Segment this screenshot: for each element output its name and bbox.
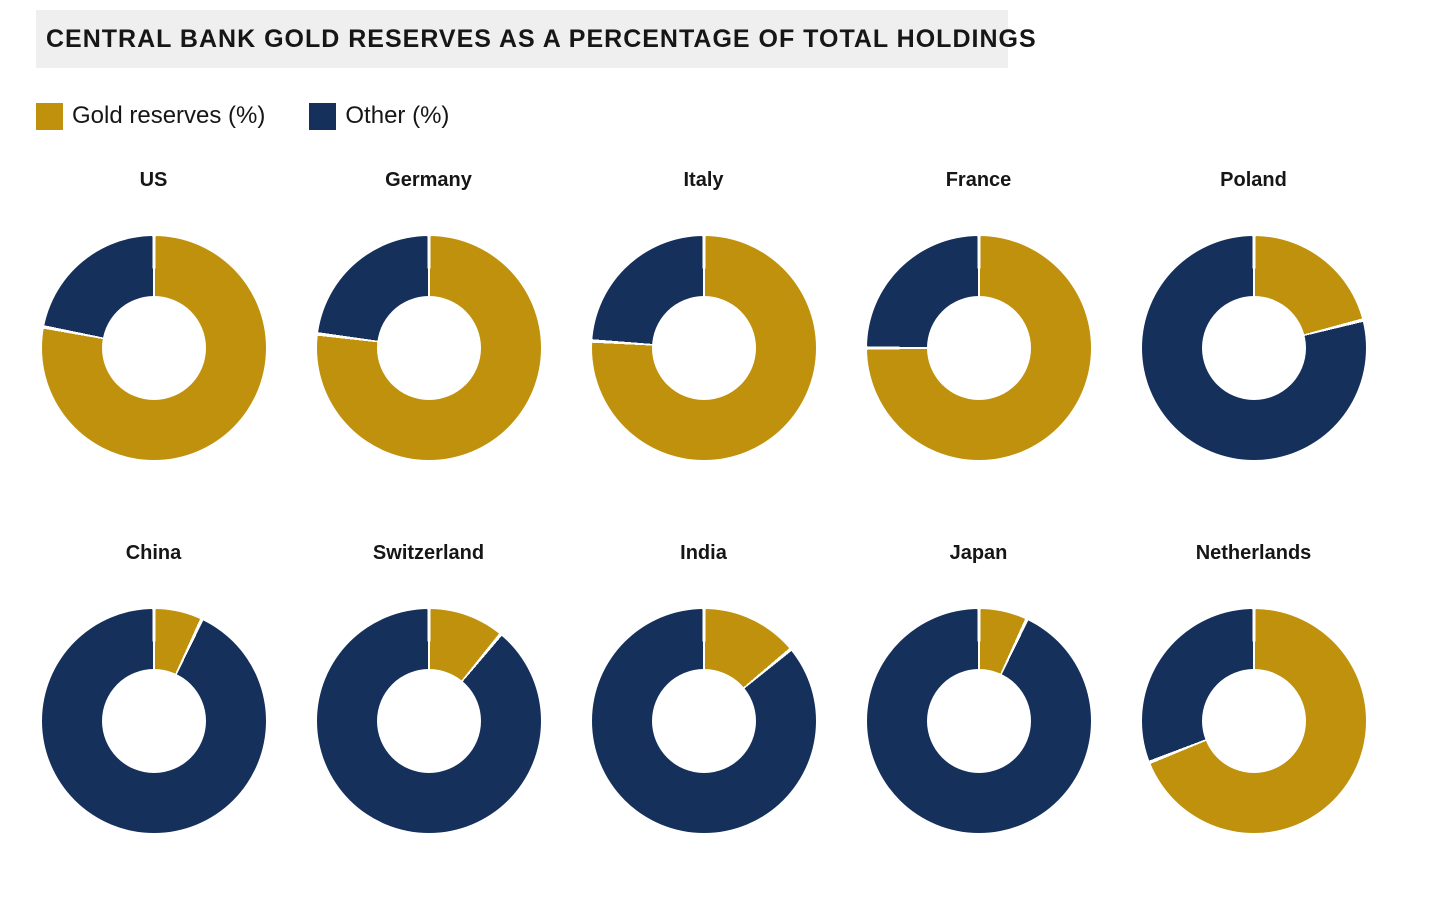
donut-chart-cell: Poland — [1116, 168, 1391, 460]
donut-hole — [926, 669, 1031, 773]
chart-title-bar: CENTRAL BANK GOLD RESERVES AS A PERCENTA… — [36, 10, 1036, 68]
donut-chart-cell: Italy — [566, 168, 841, 460]
donut-chart-cell: India — [566, 541, 841, 833]
donut-hole — [651, 669, 756, 773]
donut-chart — [591, 609, 816, 833]
gold-swatch-icon — [36, 102, 63, 130]
donut-chart-cell: Germany — [291, 168, 566, 460]
chart-title: CENTRAL BANK GOLD RESERVES AS A PERCENTA… — [46, 24, 1037, 53]
country-label: Germany — [385, 169, 472, 191]
donut-chart-cell: Netherlands — [1116, 541, 1391, 833]
country-label: US — [139, 169, 168, 191]
donut-hole — [101, 296, 206, 400]
donut-chart-cell: China — [16, 541, 291, 833]
donut-chart — [41, 236, 266, 460]
donut-hole — [1201, 296, 1306, 400]
country-label: Netherlands — [1195, 542, 1312, 564]
country-label: Switzerland — [372, 542, 485, 564]
country-label: India — [680, 542, 727, 564]
donut-chart — [866, 609, 1091, 833]
donut-chart-cell: Japan — [841, 541, 1116, 833]
legend-item-gold: Gold reserves (%) — [36, 102, 265, 130]
donut-chart — [591, 236, 816, 460]
donut-hole — [651, 296, 756, 400]
donut-grid: US Germany Italy France Poland — [16, 168, 1456, 833]
donut-chart — [1141, 609, 1366, 833]
legend: Gold reserves (%) Other (%) — [36, 102, 1456, 130]
donut-hole — [926, 296, 1031, 400]
donut-chart-cell: Switzerland — [291, 541, 566, 833]
other-swatch-icon — [309, 102, 337, 130]
donut-chart-cell: France — [841, 168, 1116, 460]
country-label: Poland — [1220, 169, 1287, 191]
donut-hole — [376, 296, 481, 400]
donut-chart — [41, 609, 266, 833]
legend-label-gold: Gold reserves (%) — [72, 102, 266, 129]
country-label: Italy — [683, 169, 724, 191]
donut-hole — [376, 669, 481, 773]
country-label: Japan — [949, 542, 1008, 564]
country-label: France — [945, 169, 1012, 191]
donut-chart — [316, 609, 541, 833]
donut-chart — [1141, 236, 1366, 460]
donut-chart-cell: US — [16, 168, 291, 460]
donut-chart — [866, 236, 1091, 460]
country-label: China — [125, 542, 182, 564]
legend-label-other: Other (%) — [345, 102, 450, 129]
donut-hole — [1201, 669, 1306, 773]
legend-item-other: Other (%) — [309, 102, 449, 130]
donut-chart — [316, 236, 541, 460]
donut-hole — [101, 669, 206, 773]
